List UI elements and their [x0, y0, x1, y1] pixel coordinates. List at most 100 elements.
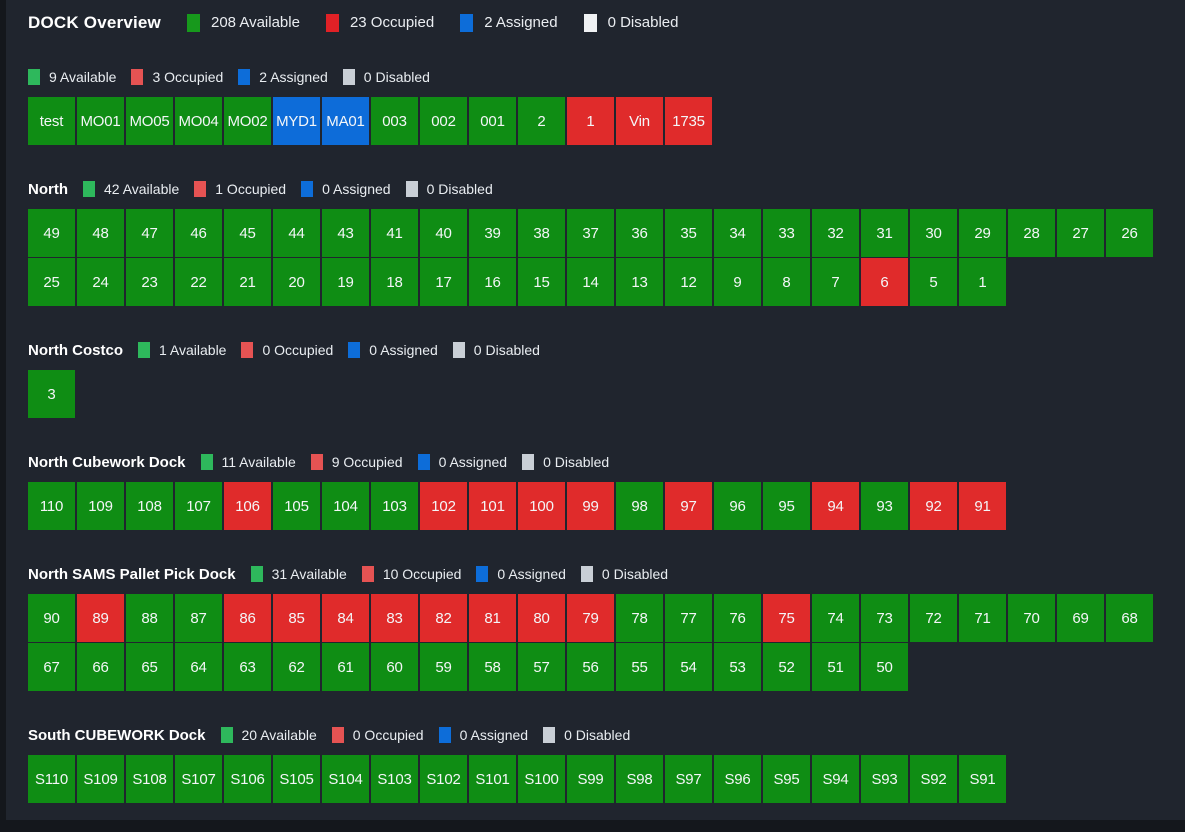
dock-tile-51[interactable]: 51 [812, 643, 859, 691]
dock-tile-6[interactable]: 6 [861, 258, 908, 306]
dock-tile-106[interactable]: 106 [224, 482, 271, 530]
dock-tile-50[interactable]: 50 [861, 643, 908, 691]
dock-tile-36[interactable]: 36 [616, 209, 663, 257]
dock-tile-77[interactable]: 77 [665, 594, 712, 642]
dock-tile-003[interactable]: 003 [371, 97, 418, 145]
dock-tile-S107[interactable]: S107 [175, 755, 222, 803]
dock-tile-S92[interactable]: S92 [910, 755, 957, 803]
dock-tile-20[interactable]: 20 [273, 258, 320, 306]
dock-tile-108[interactable]: 108 [126, 482, 173, 530]
dock-tile-S100[interactable]: S100 [518, 755, 565, 803]
dock-tile-91[interactable]: 91 [959, 482, 1006, 530]
dock-tile-32[interactable]: 32 [812, 209, 859, 257]
dock-tile-7[interactable]: 7 [812, 258, 859, 306]
dock-tile-87[interactable]: 87 [175, 594, 222, 642]
dock-tile-S103[interactable]: S103 [371, 755, 418, 803]
dock-tile-S91[interactable]: S91 [959, 755, 1006, 803]
dock-tile-S96[interactable]: S96 [714, 755, 761, 803]
dock-tile-37[interactable]: 37 [567, 209, 614, 257]
dock-tile-68[interactable]: 68 [1106, 594, 1153, 642]
dock-tile-63[interactable]: 63 [224, 643, 271, 691]
dock-tile-9[interactable]: 9 [714, 258, 761, 306]
dock-tile-40[interactable]: 40 [420, 209, 467, 257]
dock-tile-76[interactable]: 76 [714, 594, 761, 642]
dock-tile-S109[interactable]: S109 [77, 755, 124, 803]
dock-tile-16[interactable]: 16 [469, 258, 516, 306]
dock-tile-5[interactable]: 5 [910, 258, 957, 306]
dock-tile-84[interactable]: 84 [322, 594, 369, 642]
dock-tile-109[interactable]: 109 [77, 482, 124, 530]
dock-tile-27[interactable]: 27 [1057, 209, 1104, 257]
dock-tile-1735[interactable]: 1735 [665, 97, 712, 145]
dock-tile-28[interactable]: 28 [1008, 209, 1055, 257]
dock-tile-71[interactable]: 71 [959, 594, 1006, 642]
dock-tile-002[interactable]: 002 [420, 97, 467, 145]
dock-tile-23[interactable]: 23 [126, 258, 173, 306]
dock-tile-104[interactable]: 104 [322, 482, 369, 530]
dock-tile-S94[interactable]: S94 [812, 755, 859, 803]
dock-tile-58[interactable]: 58 [469, 643, 516, 691]
dock-tile-34[interactable]: 34 [714, 209, 761, 257]
dock-tile-47[interactable]: 47 [126, 209, 173, 257]
dock-tile-35[interactable]: 35 [665, 209, 712, 257]
dock-tile-62[interactable]: 62 [273, 643, 320, 691]
dock-tile-107[interactable]: 107 [175, 482, 222, 530]
dock-tile-S97[interactable]: S97 [665, 755, 712, 803]
dock-tile-79[interactable]: 79 [567, 594, 614, 642]
dock-tile-81[interactable]: 81 [469, 594, 516, 642]
dock-tile-98[interactable]: 98 [616, 482, 663, 530]
dock-tile-46[interactable]: 46 [175, 209, 222, 257]
dock-tile-74[interactable]: 74 [812, 594, 859, 642]
dock-tile-64[interactable]: 64 [175, 643, 222, 691]
dock-tile-S102[interactable]: S102 [420, 755, 467, 803]
dock-tile-38[interactable]: 38 [518, 209, 565, 257]
dock-tile-30[interactable]: 30 [910, 209, 957, 257]
dock-tile-70[interactable]: 70 [1008, 594, 1055, 642]
dock-tile-21[interactable]: 21 [224, 258, 271, 306]
dock-tile-MO04[interactable]: MO04 [175, 97, 222, 145]
dock-tile-86[interactable]: 86 [224, 594, 271, 642]
dock-tile-100[interactable]: 100 [518, 482, 565, 530]
dock-tile-57[interactable]: 57 [518, 643, 565, 691]
dock-tile-55[interactable]: 55 [616, 643, 663, 691]
dock-tile-75[interactable]: 75 [763, 594, 810, 642]
dock-tile-105[interactable]: 105 [273, 482, 320, 530]
dock-tile-102[interactable]: 102 [420, 482, 467, 530]
dock-tile-S105[interactable]: S105 [273, 755, 320, 803]
dock-tile-MO01[interactable]: MO01 [77, 97, 124, 145]
dock-tile-48[interactable]: 48 [77, 209, 124, 257]
dock-tile-Vin[interactable]: Vin [616, 97, 663, 145]
dock-tile-18[interactable]: 18 [371, 258, 418, 306]
dock-tile-101[interactable]: 101 [469, 482, 516, 530]
dock-tile-89[interactable]: 89 [77, 594, 124, 642]
dock-tile-test[interactable]: test [28, 97, 75, 145]
dock-tile-1[interactable]: 1 [959, 258, 1006, 306]
dock-tile-66[interactable]: 66 [77, 643, 124, 691]
dock-tile-25[interactable]: 25 [28, 258, 75, 306]
dock-tile-001[interactable]: 001 [469, 97, 516, 145]
dock-tile-17[interactable]: 17 [420, 258, 467, 306]
dock-tile-49[interactable]: 49 [28, 209, 75, 257]
dock-tile-93[interactable]: 93 [861, 482, 908, 530]
dock-tile-110[interactable]: 110 [28, 482, 75, 530]
dock-tile-S95[interactable]: S95 [763, 755, 810, 803]
dock-tile-41[interactable]: 41 [371, 209, 418, 257]
dock-tile-1[interactable]: 1 [567, 97, 614, 145]
dock-tile-72[interactable]: 72 [910, 594, 957, 642]
dock-tile-61[interactable]: 61 [322, 643, 369, 691]
dock-tile-73[interactable]: 73 [861, 594, 908, 642]
dock-tile-103[interactable]: 103 [371, 482, 418, 530]
dock-tile-82[interactable]: 82 [420, 594, 467, 642]
dock-tile-65[interactable]: 65 [126, 643, 173, 691]
dock-tile-22[interactable]: 22 [175, 258, 222, 306]
dock-tile-83[interactable]: 83 [371, 594, 418, 642]
dock-tile-29[interactable]: 29 [959, 209, 1006, 257]
dock-tile-39[interactable]: 39 [469, 209, 516, 257]
dock-tile-94[interactable]: 94 [812, 482, 859, 530]
dock-tile-59[interactable]: 59 [420, 643, 467, 691]
dock-tile-69[interactable]: 69 [1057, 594, 1104, 642]
dock-tile-33[interactable]: 33 [763, 209, 810, 257]
dock-tile-S104[interactable]: S104 [322, 755, 369, 803]
dock-tile-67[interactable]: 67 [28, 643, 75, 691]
dock-tile-S110[interactable]: S110 [28, 755, 75, 803]
